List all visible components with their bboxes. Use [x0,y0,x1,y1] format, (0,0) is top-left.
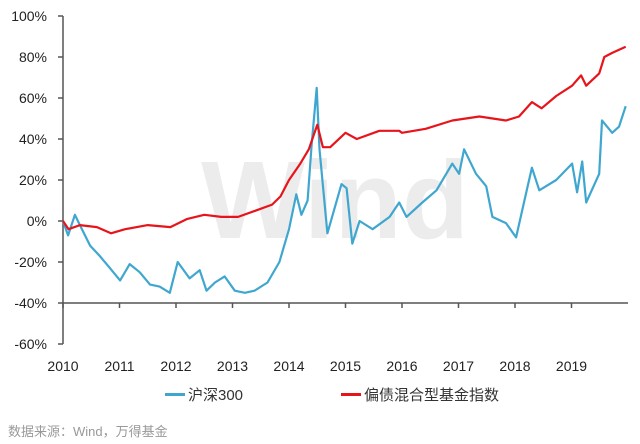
y-tick-label: 20% [19,172,47,188]
series-line-hs300 [61,86,627,294]
x-tick-label: 2017 [443,358,474,374]
x-tick-label: 2010 [47,358,78,374]
y-tick-label: -40% [14,295,47,311]
y-tick-label: -60% [14,336,47,352]
y-tick-label: 40% [19,131,47,147]
y-tick-label: 100% [11,8,47,24]
y-tick-label: -20% [14,254,47,270]
x-tick-label: 2018 [499,358,530,374]
series-line-bond-mixed-index [62,45,627,235]
x-tick-label: 2015 [330,358,361,374]
x-tick-label: 2013 [217,358,248,374]
legend-item-hs300: 沪深300 [165,384,243,405]
legend-swatch-hs300 [165,393,185,396]
x-tick-label: 2011 [104,358,134,374]
legend-label-bond-mixed: 偏债混合型基金指数 [364,387,500,404]
legend-item-bond-mixed: 偏债混合型基金指数 [341,384,499,405]
x-tick-label: 2019 [556,358,587,374]
legend-label-hs300: 沪深300 [188,387,244,404]
watermark: Wind [201,139,469,262]
x-tick-label: 2014 [273,358,304,374]
x-tick-label: 2016 [386,358,417,374]
y-tick-label: 60% [19,90,47,106]
source-note: 数据来源：Wind，万得基金 [8,424,168,439]
y-tick-label: 80% [19,49,47,65]
x-tick-label: 2012 [160,358,191,374]
legend-swatch-bond-mixed [341,393,361,396]
y-tick-label: 0% [27,213,47,229]
